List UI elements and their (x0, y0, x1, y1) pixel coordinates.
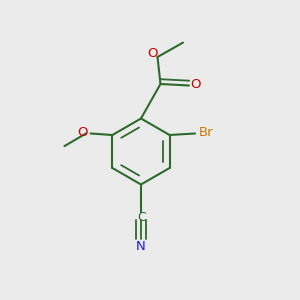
Text: O: O (190, 78, 201, 92)
Text: Br: Br (198, 126, 213, 140)
Text: O: O (77, 126, 88, 139)
Text: N: N (136, 240, 146, 254)
Text: C: C (137, 211, 146, 224)
Text: O: O (148, 47, 158, 60)
